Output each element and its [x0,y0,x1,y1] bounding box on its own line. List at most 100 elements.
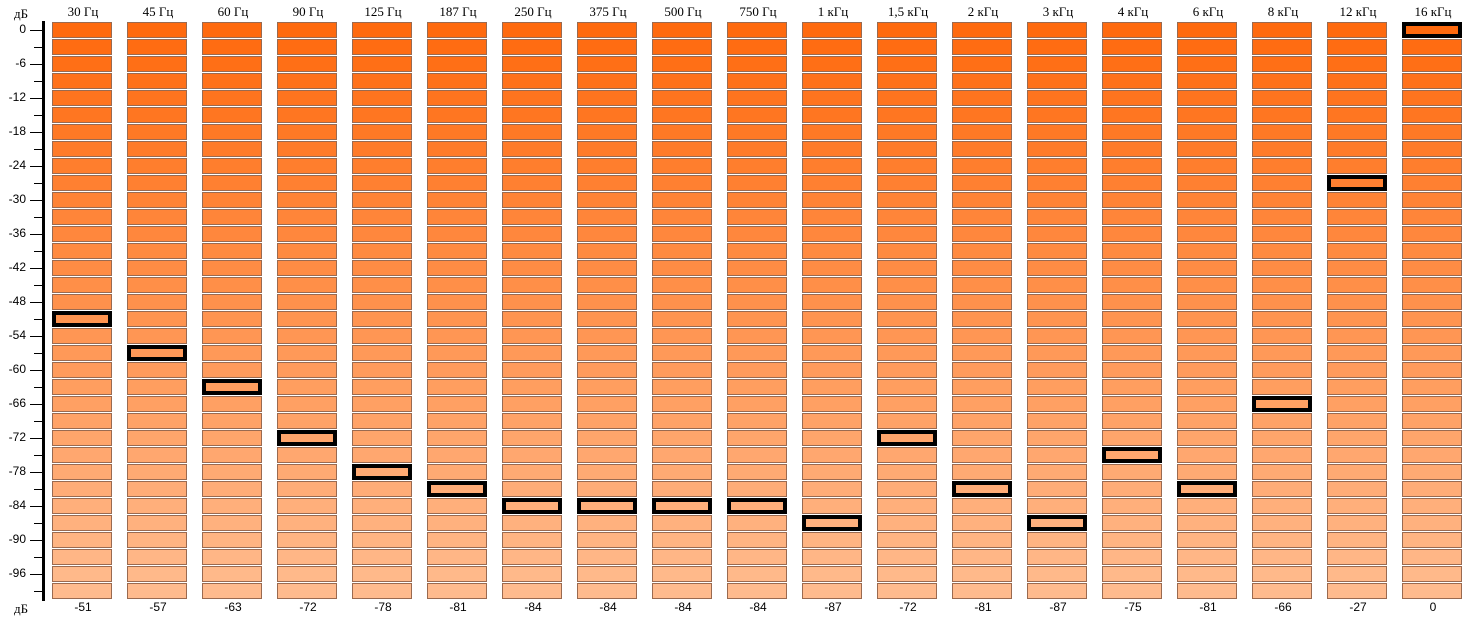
peak-level-cell [52,311,112,327]
level-cell [1027,447,1087,463]
axis-tick-label: -90 [8,532,26,546]
level-cell [352,277,412,293]
level-cell [877,362,937,378]
level-cell [952,566,1012,582]
level-cell [952,328,1012,344]
level-cell [877,583,937,599]
level-cell [1252,311,1312,327]
level-cell [352,107,412,123]
level-cell [277,498,337,514]
level-cell [352,243,412,259]
level-cell [652,39,712,55]
level-cell [202,532,262,548]
level-cell [427,226,487,242]
level-cell [1327,413,1387,429]
level-cell [802,226,862,242]
level-cell [1402,39,1462,55]
level-cell [727,260,787,276]
level-cell [352,549,412,565]
level-cell [802,90,862,106]
band-value-label: -84 [749,600,767,614]
level-cell [52,141,112,157]
level-cell [952,22,1012,38]
level-cell [352,56,412,72]
level-cell [127,481,187,497]
level-cell [1252,39,1312,55]
axis-tick [30,268,42,269]
level-cell [127,22,187,38]
level-cell [52,260,112,276]
level-cell [1027,141,1087,157]
axis-tick [34,149,42,150]
level-cell [1402,175,1462,191]
level-cell [1327,430,1387,446]
level-cell [952,277,1012,293]
level-cell [277,192,337,208]
level-cell [802,566,862,582]
band-frequency-label: 375 Гц [589,4,627,19]
level-cell [127,294,187,310]
level-cell [577,277,637,293]
level-cell [802,413,862,429]
level-cell [727,56,787,72]
level-cell [52,175,112,191]
level-cell [1177,73,1237,89]
peak-level-cell [427,481,487,497]
level-cell [502,549,562,565]
level-cell [1177,294,1237,310]
level-cell [802,294,862,310]
level-cell [1102,532,1162,548]
level-cell [1102,22,1162,38]
level-cell [352,141,412,157]
level-cell [727,192,787,208]
level-cell [502,90,562,106]
level-cell [877,107,937,123]
level-cell [352,345,412,361]
level-cell [1252,379,1312,395]
axis-tick [30,506,42,507]
level-cell [1402,532,1462,548]
level-cell [952,345,1012,361]
axis-line [42,21,45,601]
axis-tick [30,574,42,575]
level-cell [1102,583,1162,599]
level-cell [1102,39,1162,55]
level-cell [1327,396,1387,412]
level-cell [127,311,187,327]
level-cell [1402,124,1462,140]
level-cell [577,328,637,344]
level-cell [1402,243,1462,259]
level-cell [52,566,112,582]
level-cell [577,345,637,361]
level-cell [727,464,787,480]
level-cell [727,277,787,293]
level-cell [127,73,187,89]
level-cell [202,22,262,38]
peak-level-cell [652,498,712,514]
peak-level-cell [1402,22,1462,38]
level-cell [1177,532,1237,548]
level-cell [52,90,112,106]
band-frequency-label: 4 кГц [1117,4,1149,19]
axis-unit-top: дБ [14,6,29,21]
level-cell [802,277,862,293]
level-cell [52,328,112,344]
level-cell [502,396,562,412]
level-cell [352,481,412,497]
level-cell [1252,107,1312,123]
peak-level-cell [952,481,1012,497]
level-cell [652,175,712,191]
level-cell [1027,345,1087,361]
level-cell [952,56,1012,72]
level-cell [127,413,187,429]
level-cell [1402,396,1462,412]
level-cell [877,566,937,582]
level-cell [727,107,787,123]
level-cell [877,277,937,293]
level-cell [1252,583,1312,599]
level-cell [877,56,937,72]
level-cell [427,22,487,38]
level-cell [652,481,712,497]
level-cell [652,56,712,72]
level-cell [1177,515,1237,531]
